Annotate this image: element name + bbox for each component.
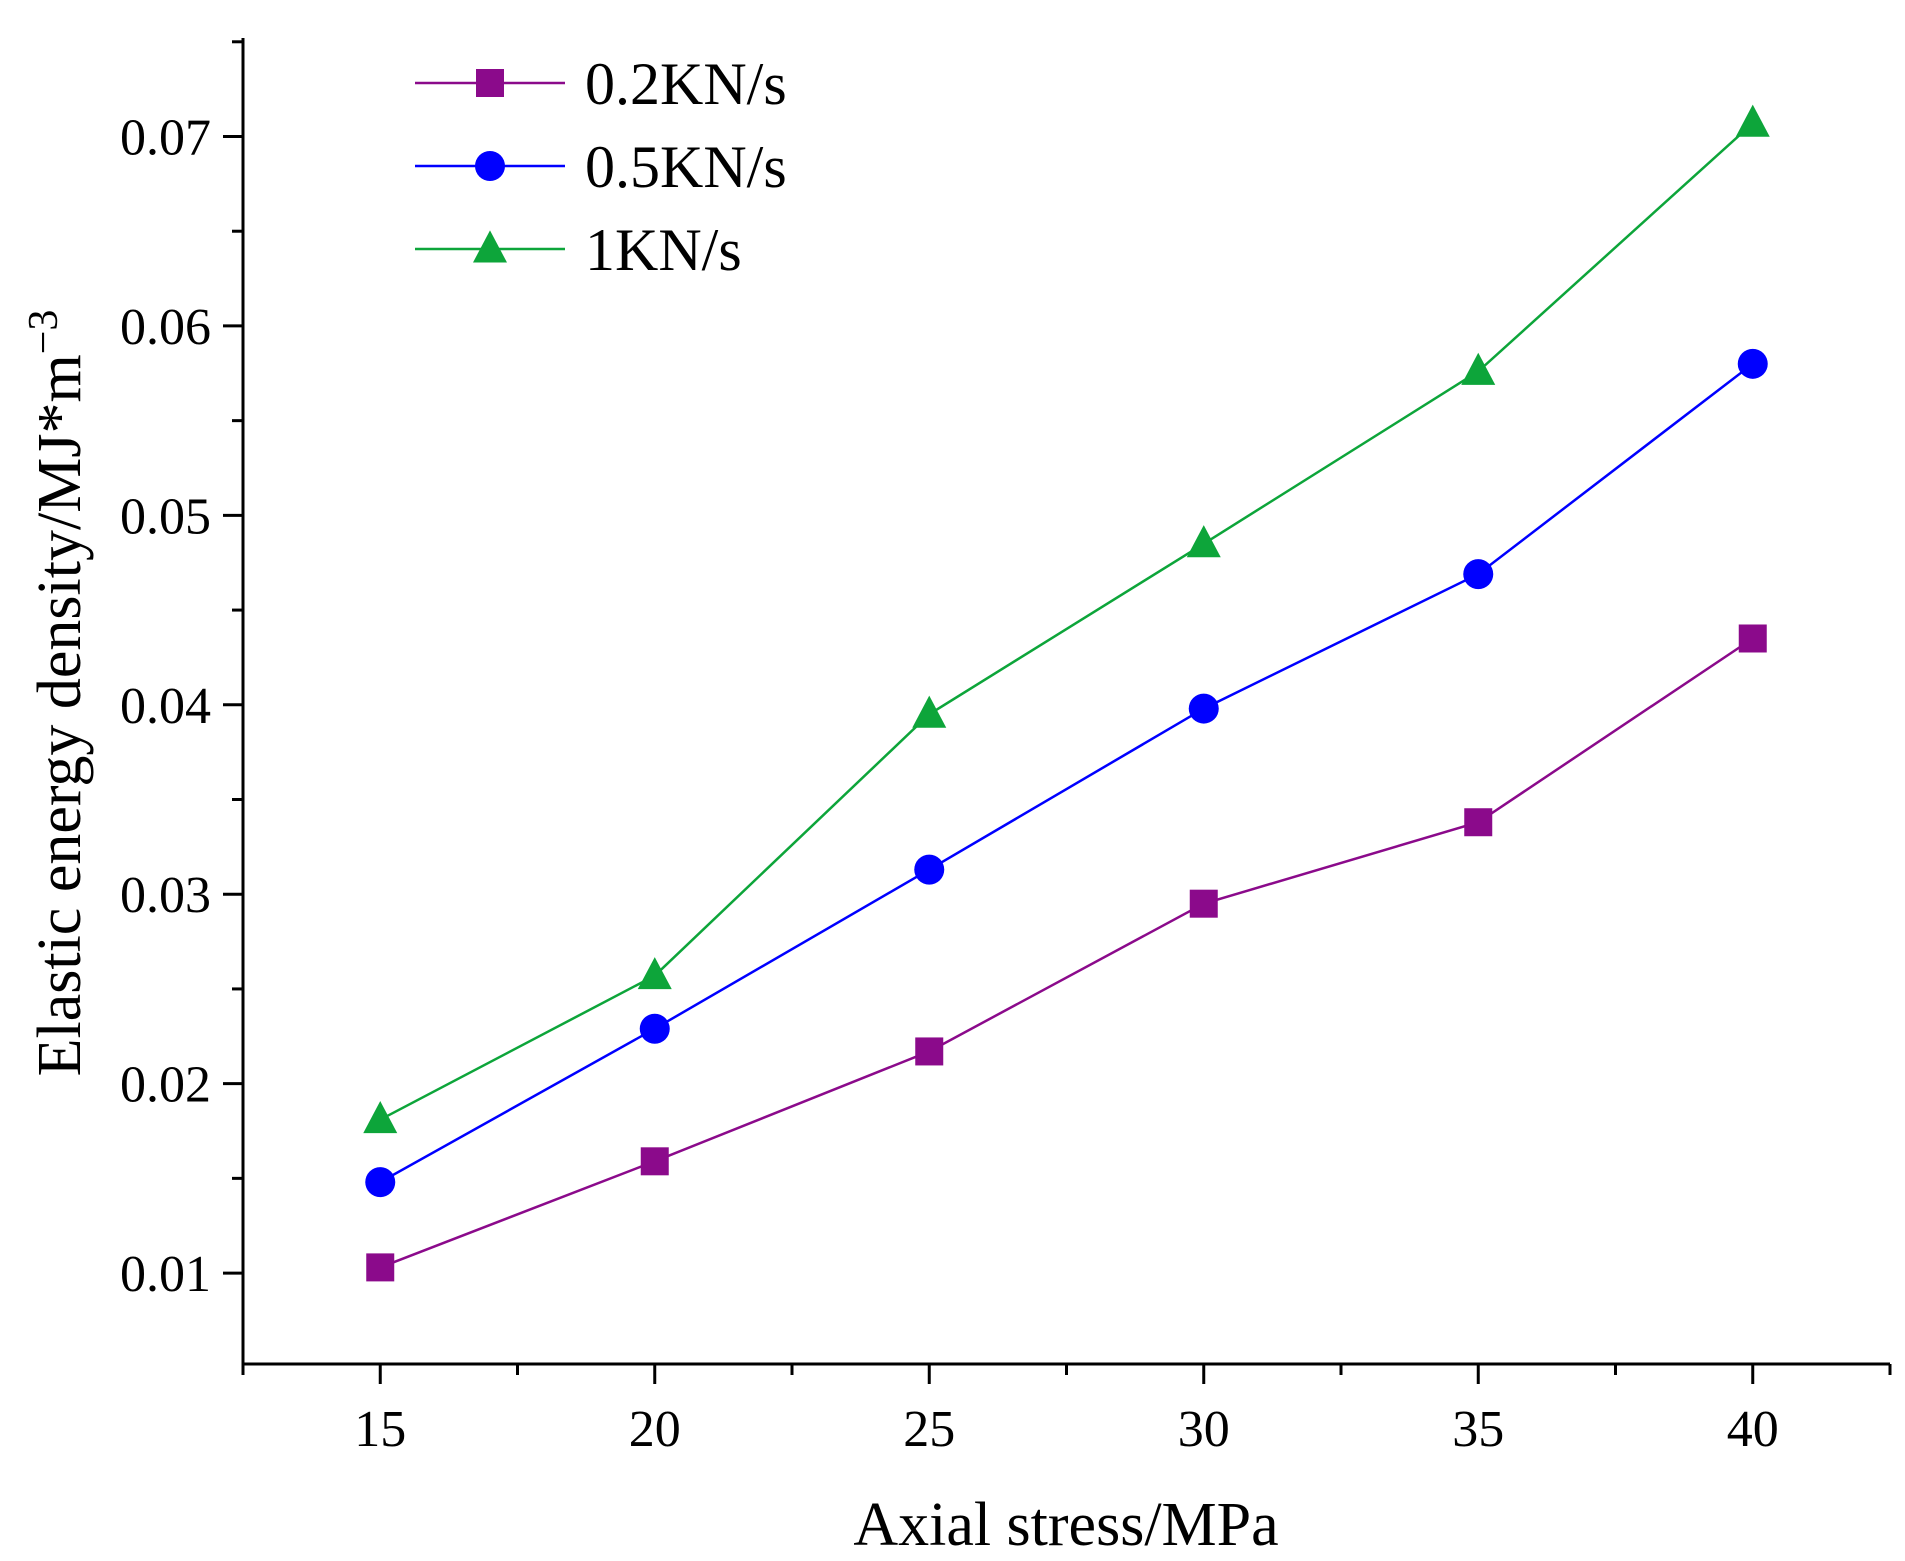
data-point xyxy=(363,1101,398,1134)
data-point xyxy=(912,695,947,728)
legend-item: 0.2KN/s xyxy=(415,51,787,117)
y-tick-label: 0.04 xyxy=(120,678,211,735)
y-tick-label: 0.06 xyxy=(120,299,211,356)
x-tick-label: 20 xyxy=(629,1401,681,1458)
data-point xyxy=(1461,352,1496,385)
legend-item: 1KN/s xyxy=(415,217,742,283)
legend-marker xyxy=(475,151,505,181)
data-point xyxy=(915,1037,944,1066)
data-point xyxy=(1738,624,1767,653)
legend-marker xyxy=(476,69,504,97)
data-point xyxy=(640,1147,669,1176)
legend-item: 0.5KN/s xyxy=(415,134,787,200)
data-point xyxy=(1464,808,1493,837)
legend-label: 1KN/s xyxy=(585,217,742,283)
legend-label: 0.5KN/s xyxy=(585,134,787,200)
x-axis-title: Axial stress/MPa xyxy=(853,1491,1278,1559)
y-tick-label: 0.02 xyxy=(120,1057,211,1114)
x-tick-label: 35 xyxy=(1452,1401,1504,1458)
data-point xyxy=(1186,525,1221,558)
data-point xyxy=(637,957,672,990)
legend: 0.2KN/s 0.5KN/s 1KN/s xyxy=(415,51,787,283)
y-axis-ticks: 0.01 0.02 0.03 0.04 0.05 0.06 0.07 xyxy=(120,40,243,1303)
series-1KN/s xyxy=(363,104,1770,1134)
y-axis-title-main: Elastic energy density/MJ*m xyxy=(26,354,94,1076)
x-tick-label: 15 xyxy=(354,1401,406,1458)
x-axis-ticks: 15 20 25 30 35 40 xyxy=(241,1364,1892,1458)
y-tick-label: 0.03 xyxy=(120,867,211,924)
data-point xyxy=(365,1167,396,1198)
y-tick-label: 0.07 xyxy=(120,110,211,167)
y-tick-label: 0.05 xyxy=(120,488,211,545)
data-point xyxy=(1737,348,1768,379)
plot-area xyxy=(363,104,1770,1282)
legend-marker xyxy=(473,230,507,263)
data-point xyxy=(366,1253,395,1282)
data-point xyxy=(639,1013,670,1044)
series-0.5KN/s xyxy=(365,348,1768,1198)
data-point xyxy=(914,854,945,885)
series-line xyxy=(379,362,1754,1184)
series-0.2KN/s xyxy=(366,624,1767,1282)
y-axis-title-group: Elastic energy density/MJ*m−3 xyxy=(21,310,94,1077)
y-axis-title: Elastic energy density/MJ*m−3 xyxy=(21,310,94,1077)
data-point xyxy=(1188,693,1219,724)
legend-label: 0.2KN/s xyxy=(585,51,787,117)
x-tick-label: 40 xyxy=(1727,1401,1779,1458)
x-tick-label: 25 xyxy=(903,1401,955,1458)
data-point xyxy=(1463,559,1494,590)
series-line xyxy=(379,637,1754,1269)
series-line xyxy=(379,122,1754,1121)
data-point xyxy=(1735,104,1770,137)
x-tick-label: 30 xyxy=(1178,1401,1230,1458)
y-axis-title-superscript: −3 xyxy=(21,310,67,355)
data-point xyxy=(1189,889,1218,918)
y-tick-label: 0.01 xyxy=(120,1246,211,1303)
